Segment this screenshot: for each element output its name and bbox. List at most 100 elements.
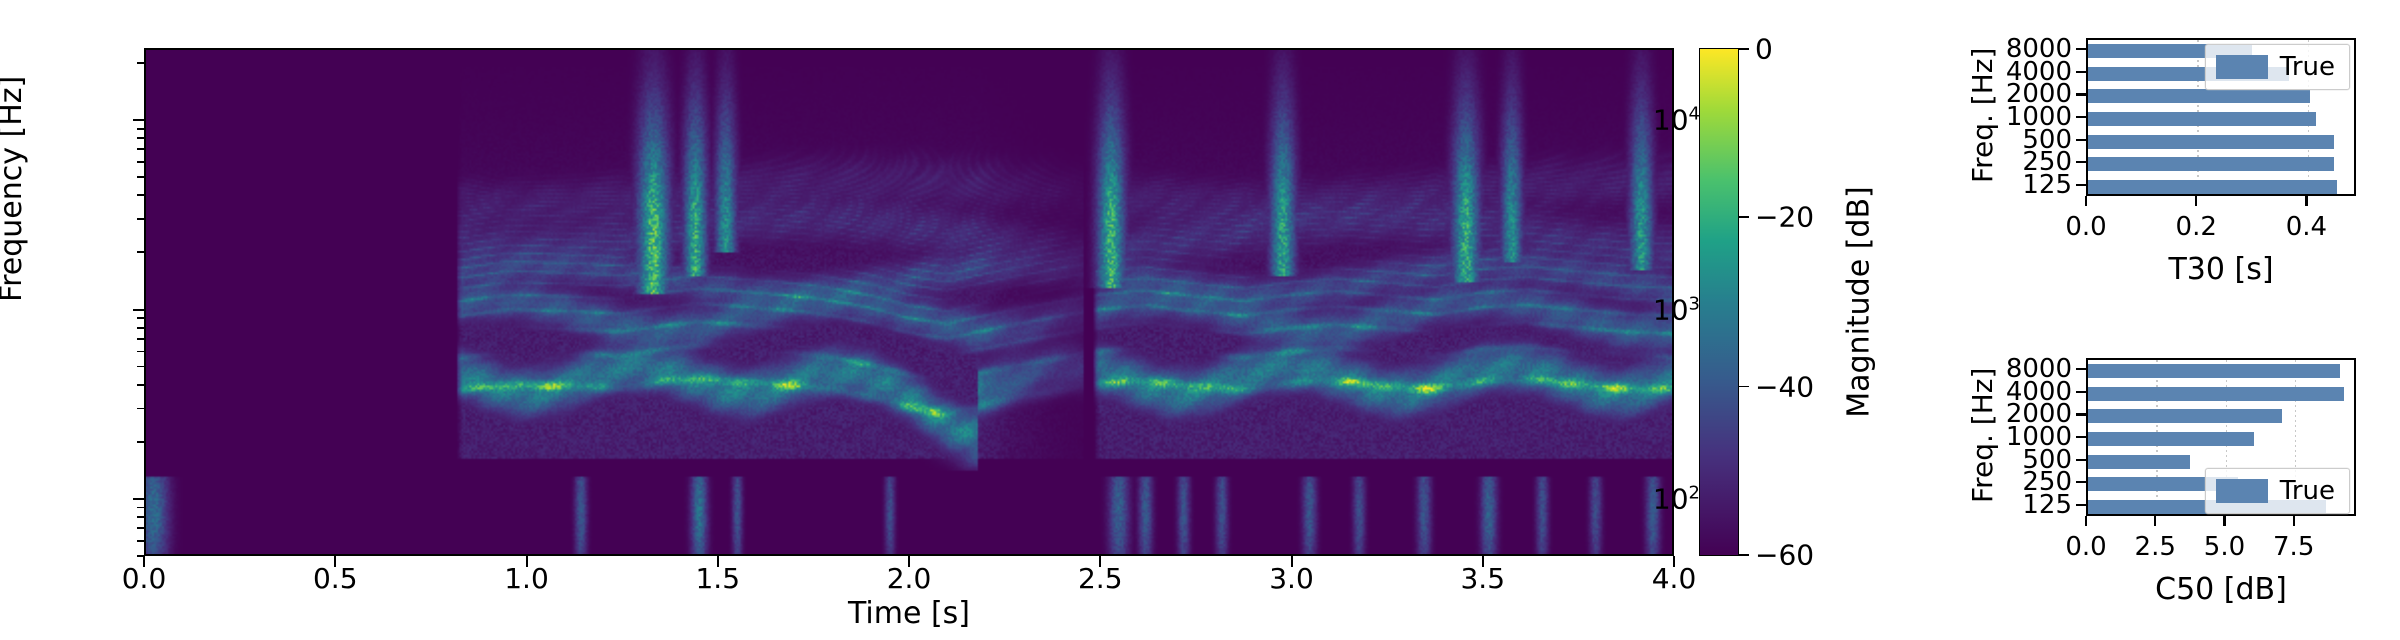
spectrogram-xtick-label: 0.5 <box>312 562 358 595</box>
spectrogram-ytick-minor-mark <box>137 161 144 163</box>
t30-chart-axes <box>2086 38 2356 196</box>
t30-chart-ytick-mark <box>2076 70 2086 74</box>
spectrogram-xtick-mark <box>334 556 337 567</box>
spectrogram-ytick-minor-mark <box>137 127 144 130</box>
c50-chart-ytick-label: 125 <box>2022 489 2072 520</box>
spectrogram-ytick-minor-mark <box>137 506 144 509</box>
colorbar-gradient <box>1699 48 1739 556</box>
spectrogram-xlabel: Time [s] <box>848 596 970 631</box>
spectrogram-xtick-label: 3.0 <box>1269 562 1314 595</box>
t30-chart-xtick-label: 0.4 <box>2285 212 2328 242</box>
spectrogram-panel: Frequency [Hz] Time [s] 102 103 104 0.0 0.5… <box>0 48 1700 631</box>
spectrogram-xtick-label: 2.5 <box>1077 562 1123 595</box>
spectrogram-ytick-minor-mark <box>137 62 144 64</box>
c50-chart-ytick-label: 500 <box>2022 444 2072 475</box>
c50-chart-xtick-mark <box>2223 516 2226 526</box>
t30-chart-bar <box>2088 112 2316 126</box>
t30-chart-ytick-mark <box>2076 183 2086 186</box>
spectrogram-xtick-label: 4.0 <box>1651 562 1697 595</box>
spectrogram-ytick-minor-mark <box>137 194 144 197</box>
c50-chart-legend[interactable]: True <box>2204 468 2350 514</box>
c50-chart-gridline <box>2294 360 2297 514</box>
c50-chart-ytick-mark <box>2076 481 2086 484</box>
t30-chart-ytick-label: 1000 <box>2005 102 2072 132</box>
t30-chart-xtick-mark <box>2085 196 2088 206</box>
c50-chart-xtick-label: 7.5 <box>2273 532 2315 562</box>
spectrogram-ytick-minor-mark <box>137 326 144 329</box>
t30-chart-ytick-label: 2000 <box>2005 79 2072 110</box>
spectrogram-ytick-minor-mark <box>137 539 144 542</box>
c50-chart-bar <box>2088 454 2191 469</box>
t30-chart-xtick-mark <box>2195 196 2198 206</box>
spectrogram-ytick-minor-mark <box>137 365 144 368</box>
t30-chart-ytick-label: 500 <box>2022 124 2072 155</box>
c50-chart-panel: 8000 4000 2000 1000 500 250 125 0.0 2.5 5.0 7.5 C50… <box>1900 340 2400 630</box>
legend-label-true: True <box>2279 476 2335 506</box>
spectrogram-ytick-minor-mark <box>137 251 144 254</box>
spectrogram-xtick-mark <box>1481 556 1484 567</box>
spectrogram-ytick-minor-mark <box>137 383 144 386</box>
spectrogram-xtick-mark <box>1673 556 1676 567</box>
t30-chart-legend[interactable]: True <box>2204 44 2350 90</box>
c50-chart-ytick-mark <box>2076 368 2086 371</box>
c50-chart-ytick-label: 1000 <box>2005 422 2072 452</box>
c50-chart-xtick-label: 2.5 <box>2134 532 2176 562</box>
spectrogram-xtick-label: 1.0 <box>504 562 549 595</box>
spectrogram-xtick-mark <box>1290 556 1293 567</box>
c50-chart-xtick-mark <box>2154 516 2157 526</box>
spectrogram-image <box>146 50 1672 554</box>
t30-chart-xaxis-title: T30 [s] <box>2168 252 2274 287</box>
c50-chart-bar <box>2088 432 2255 446</box>
spectrogram-xtick-label: 0.0 <box>121 562 167 595</box>
spectrogram-xtick-label: 3.5 <box>1460 562 1506 595</box>
c50-chart-xaxis-title: C50 [dB] <box>2155 572 2287 607</box>
spectrogram-ytick-minor-mark <box>137 148 144 151</box>
spectrogram-ytick-minor-mark <box>137 350 144 353</box>
c50-chart-bar <box>2088 386 2345 401</box>
legend-label-true: True <box>2279 52 2335 82</box>
colorbar-tick-mark <box>1739 216 1749 219</box>
t30-chart-yaxis-title: Freq. [Hz] <box>1966 47 1999 183</box>
c50-chart-ytick-mark <box>2076 413 2086 416</box>
colorbar-tick-mark <box>1739 554 1749 556</box>
t30-chart-ytick-label: 4000 <box>2005 56 2072 87</box>
colorbar-panel: 0 −20 −40 −60 Magnitude [dB] <box>1699 33 1899 572</box>
t30-chart-ytick-label: 8000 <box>2005 34 2072 65</box>
t30-chart-xtick-mark <box>2305 196 2308 206</box>
c50-chart-xtick-label: 5.0 <box>2203 532 2246 562</box>
spectrogram-xtick-mark <box>1099 556 1102 567</box>
colorbar-label: Magnitude [dB] <box>1841 186 1877 418</box>
c50-chart-xtick-label: 0.0 <box>2065 532 2107 562</box>
t30-chart-xtick-label: 0.0 <box>2065 212 2107 242</box>
c50-chart-ytick-label: 4000 <box>2005 376 2072 407</box>
spectrogram-ytick-minor-mark <box>137 317 144 319</box>
colorbar-tick-label: −20 <box>1755 200 1815 234</box>
t30-chart-bar <box>2088 134 2334 149</box>
legend-swatch-true <box>2215 55 2268 79</box>
t30-chart-xtick-label: 0.2 <box>2175 212 2217 242</box>
t30-chart-ytick-mark <box>2076 161 2086 164</box>
spectrogram-ytick-mark <box>133 497 144 501</box>
colorbar-tick-mark <box>1739 385 1749 388</box>
spectrogram-ytick-minor-mark <box>137 527 144 530</box>
legend-swatch-true <box>2215 479 2268 503</box>
c50-chart-xtick-mark <box>2085 516 2088 526</box>
spectrogram-ytick-minor-mark <box>137 555 144 557</box>
c50-chart-ytick-label: 2000 <box>2005 399 2072 430</box>
t30-chart-ytick-mark <box>2076 138 2086 141</box>
c50-chart-yaxis-title: Freq. [Hz] <box>1966 367 1999 503</box>
spectrogram-ytick-minor-mark <box>137 407 144 410</box>
c50-chart-ytick-mark <box>2076 436 2086 439</box>
t30-chart-bar <box>2088 157 2334 172</box>
colorbar-tick-label: −40 <box>1755 370 1815 404</box>
spectrogram-xtick-label: 1.5 <box>695 562 741 595</box>
c50-chart-ytick-label: 250 <box>2022 467 2072 498</box>
spectrogram-xtick-mark <box>143 556 146 567</box>
spectrogram-ytick-label: 103 <box>1652 292 1700 327</box>
spectrogram-ylabel: Frequency [Hz] <box>0 75 29 302</box>
t30-chart-ytick-mark <box>2076 116 2086 119</box>
c50-chart-bar <box>2088 477 2238 492</box>
c50-chart-ytick-mark <box>2076 390 2086 394</box>
t30-chart-bar <box>2088 179 2338 194</box>
